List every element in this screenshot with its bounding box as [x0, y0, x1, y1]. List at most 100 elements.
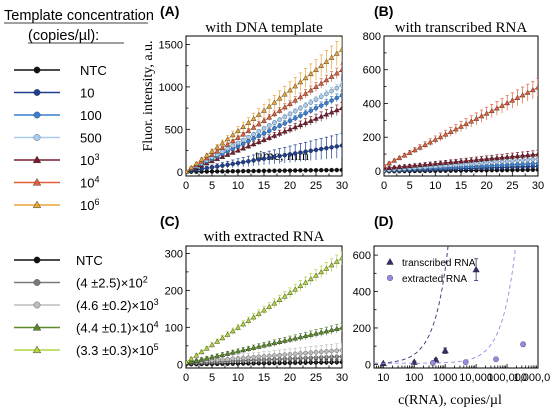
data-point — [229, 349, 236, 355]
data-point — [198, 156, 205, 162]
legend-label: 100 — [80, 108, 102, 123]
data-point — [235, 168, 241, 174]
series-10 — [186, 36, 342, 174]
x-tick-label: 10 — [232, 372, 244, 384]
data-point — [276, 338, 283, 344]
data-point — [478, 156, 485, 162]
data-point — [261, 156, 267, 161]
data-point — [530, 151, 536, 157]
data-point — [339, 46, 342, 52]
data-point — [488, 107, 495, 113]
data-point — [220, 357, 225, 362]
data-point — [266, 155, 272, 161]
data-point — [219, 144, 226, 151]
data-point — [193, 160, 200, 166]
series-10 — [384, 78, 538, 168]
data-point — [203, 152, 210, 158]
data-point — [323, 111, 330, 117]
data-point — [250, 344, 257, 350]
data-point — [230, 161, 236, 167]
data-point — [292, 286, 299, 292]
data-point — [266, 114, 273, 120]
data-point — [282, 352, 288, 357]
data-point — [220, 163, 225, 168]
y-tick-label: 400 — [353, 287, 371, 299]
data-point — [308, 350, 314, 355]
data-point — [287, 289, 293, 295]
data-point — [287, 168, 293, 173]
series-10 — [384, 149, 538, 171]
data-point — [256, 157, 262, 162]
data-point — [225, 146, 230, 151]
data-point — [261, 126, 267, 131]
data-point — [219, 140, 226, 146]
data-point — [318, 349, 324, 355]
data-point — [339, 255, 342, 261]
data-point — [188, 359, 195, 365]
data-point — [519, 92, 526, 98]
legend-label: (4.6 ±0.2)×103 — [76, 297, 159, 313]
data-point — [427, 161, 434, 167]
x-tick-label: 5 — [209, 180, 215, 192]
data-point — [302, 279, 309, 285]
panel-title: with transcribed RNA — [395, 20, 528, 36]
y-tick-label: 1000 — [159, 82, 183, 94]
data-point — [384, 162, 387, 168]
y-tick-label: 0 — [177, 359, 183, 371]
data-point — [256, 133, 262, 139]
data-point — [186, 359, 189, 365]
y-tick-label: 0 — [177, 167, 183, 179]
data-point — [430, 360, 436, 366]
data-point — [494, 155, 500, 161]
data-point — [214, 338, 221, 344]
data-point — [255, 343, 262, 349]
data-point — [396, 155, 403, 161]
series--3-3-0-3-10 — [186, 251, 342, 365]
data-point — [411, 147, 418, 153]
data-point — [462, 359, 469, 366]
data-point — [318, 80, 325, 86]
data-point — [272, 120, 277, 125]
data-point — [292, 97, 299, 103]
data-point — [277, 352, 282, 358]
data-point — [473, 156, 480, 162]
plot-area — [186, 36, 342, 174]
x-tick-label: 1,000,000 — [514, 372, 550, 384]
data-point — [266, 341, 273, 347]
chart-panel-3: (D) 0 200 400 600 10 100 1000 10,000100,0001,000… — [353, 213, 550, 408]
x-tick-label: 100,000 — [487, 372, 527, 384]
data-point — [230, 143, 236, 149]
data-point — [292, 116, 298, 121]
data-point — [276, 95, 283, 101]
y-tick-label: 400 — [363, 98, 381, 110]
data-point — [198, 349, 205, 355]
legend-label: (4 ±2.5)×102 — [76, 275, 148, 291]
data-point — [323, 58, 330, 64]
data-point — [483, 155, 490, 161]
data-point — [318, 62, 325, 68]
data-point — [313, 147, 319, 153]
data-point — [272, 168, 277, 173]
legend-marker — [32, 323, 42, 331]
data-point — [530, 87, 536, 93]
data-point — [287, 336, 293, 342]
data-point — [328, 262, 335, 268]
plot-frame — [373, 245, 539, 369]
data-point — [272, 353, 277, 358]
data-point — [334, 95, 340, 101]
x-tick-label: 15 — [258, 372, 270, 384]
legend-marker — [33, 301, 41, 309]
legend-marker — [33, 111, 41, 119]
data-point — [235, 348, 241, 354]
data-point — [447, 128, 454, 134]
x-tick-label: 0 — [183, 180, 189, 192]
data-point — [271, 132, 278, 138]
data-point — [240, 145, 247, 151]
data-point — [307, 276, 314, 282]
x-tick-label: 1000 — [433, 372, 457, 384]
data-point — [323, 265, 330, 271]
plot-area — [186, 251, 342, 367]
data-point — [261, 307, 267, 313]
